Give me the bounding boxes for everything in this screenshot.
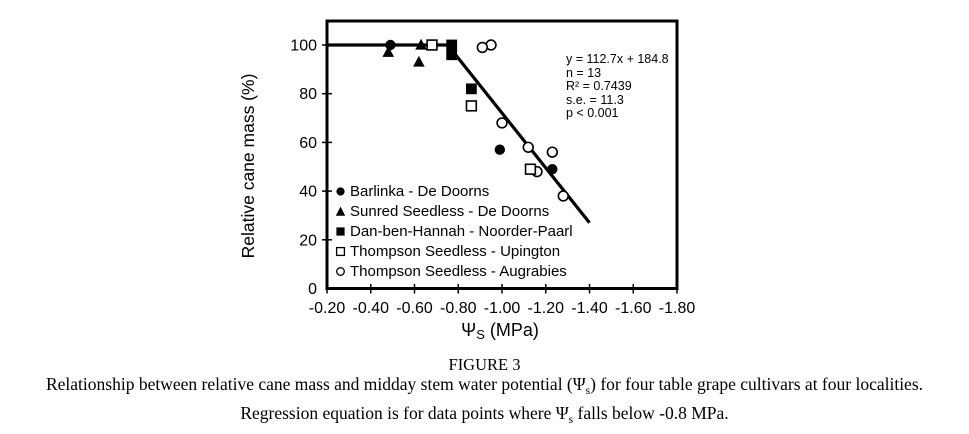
psi-subscript: s xyxy=(585,385,591,397)
legend-item: Thompson Seedless - Upington xyxy=(334,241,573,261)
caption-line-2: Regression equation is for data points w… xyxy=(0,403,969,432)
stats-line: s.e. = 11.3 xyxy=(566,92,624,107)
data-point-open-circle xyxy=(557,190,569,202)
data-point-open-square xyxy=(524,163,537,175)
data-point-filled-triangle xyxy=(415,38,427,50)
y-axis-title: Relative cane mass (%) xyxy=(238,74,258,259)
figure-caption: FIGURE 3 Relationship between relative c… xyxy=(0,355,969,431)
y-tick-label: 0 xyxy=(308,281,317,298)
caption-text: ) for four table grape cultivars at four… xyxy=(590,374,924,394)
caption-text: falls below -0.8 MPa. xyxy=(573,402,729,423)
x-tick-label: -1.80 xyxy=(659,300,696,317)
legend-label: Thompson Seedless - Augrabies xyxy=(350,262,567,280)
data-point-filled-triangle xyxy=(382,46,395,57)
legend-label: Barlinka - De Doorns xyxy=(350,182,490,200)
data-point-open-circle xyxy=(476,41,489,54)
stats-line: R² = 0.7439 xyxy=(566,79,632,93)
chart-legend: Barlinka - De Doorns Sunred Seedless - De… xyxy=(334,181,573,281)
x-tick-label: -1.60 xyxy=(615,300,652,317)
stats-line: n = 13 xyxy=(566,65,602,80)
legend-label: Thompson Seedless - Upington xyxy=(350,242,561,260)
legend-item: Barlinka - De Doorns xyxy=(334,181,573,201)
data-point-filled-square xyxy=(446,49,458,61)
psi-subscript: s xyxy=(568,413,574,426)
x-tick-label: -1.20 xyxy=(528,300,565,317)
x-tick-label: -0.80 xyxy=(440,300,477,317)
data-point-open-circle xyxy=(496,117,508,129)
filled-circle-icon xyxy=(336,186,345,196)
data-point-filled-square xyxy=(465,83,477,95)
data-point-open-square xyxy=(465,100,478,112)
caption-text: Regression equation is for data points w… xyxy=(240,402,569,423)
data-point-filled-circle xyxy=(385,39,396,51)
legend-item: Sunred Seedless - De Doorns xyxy=(334,201,573,221)
open-circle-icon xyxy=(336,266,345,276)
data-point-open-circle xyxy=(546,146,559,158)
legend-label: Dan-ben-Hannah - Noorder-Paarl xyxy=(350,222,573,240)
x-axis-title: ΨS (MPa) xyxy=(461,320,539,342)
data-point-filled-circle xyxy=(494,144,506,155)
data-point-open-square xyxy=(426,39,438,51)
data-point-filled-square xyxy=(446,39,458,51)
filled-triangle-icon xyxy=(335,206,346,216)
y-tick-label: 20 xyxy=(299,232,317,249)
y-tick-label: 60 xyxy=(299,135,317,152)
caption-line-1: Relationship between relative cane mass … xyxy=(0,374,969,403)
y-tick-label: 40 xyxy=(299,184,317,201)
stats-line: p < 0.001 xyxy=(566,106,619,120)
data-point-open-circle xyxy=(522,141,534,153)
x-tick-label: -0.60 xyxy=(396,300,433,317)
regression-stats: y = 112.7x + 184.8 n = 13 R² = 0.7439 s.e. … xyxy=(566,52,669,121)
scatter-chart: -0.20 -0.40 -0.60 -0.80 -1.00 -1.20 -1.40 -1.60… xyxy=(238,19,696,342)
legend-label: Sunred Seedless - De Doorns xyxy=(350,202,550,220)
stats-line: y = 112.7x + 184.8 xyxy=(566,52,669,66)
y-tick-label: 80 xyxy=(299,86,317,103)
y-tick-label: 100 xyxy=(290,38,317,55)
caption-figure-number: FIGURE 3 xyxy=(448,355,521,374)
data-point-filled-triangle xyxy=(413,55,425,67)
open-square-icon xyxy=(335,246,346,256)
x-tick-label: -0.20 xyxy=(309,300,346,317)
x-tick-label: -1.40 xyxy=(571,300,608,317)
legend-item: Thompson Seedless - Augrabies xyxy=(334,261,573,281)
legend-item: Dan-ben-Hannah - Noorder-Paarl xyxy=(334,221,573,241)
x-tick-label: -1.00 xyxy=(484,300,521,317)
data-point-filled-circle xyxy=(547,163,558,175)
caption-text: Relationship between relative cane mass … xyxy=(45,374,586,394)
filled-square-icon xyxy=(336,227,345,236)
x-tick-label: -0.40 xyxy=(353,300,390,317)
